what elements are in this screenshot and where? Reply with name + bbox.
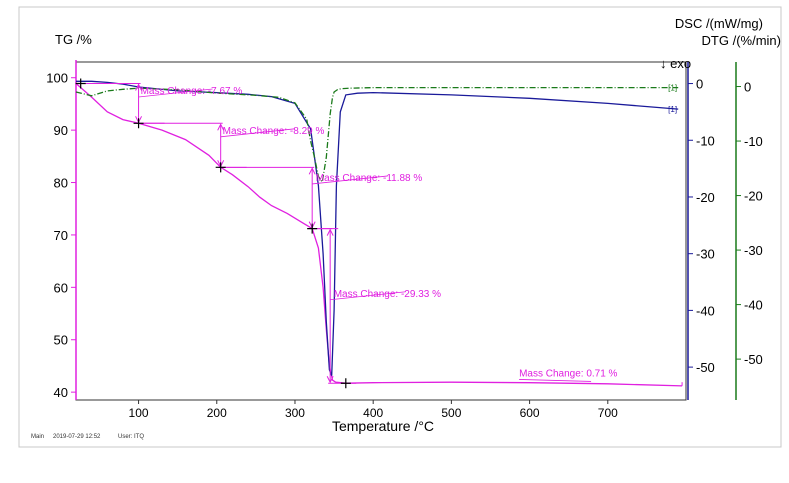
x-axis-title: Temperature /°C [332, 418, 434, 434]
annotation-layer: Mass Change: -7.67 %Mass Change: -8.29 %… [75, 78, 683, 389]
dtg-axis-title: DTG /(%/min) [702, 33, 781, 48]
tg-tick-label: 70 [54, 228, 68, 243]
tg-step-marker [215, 162, 226, 173]
mass-change-label: Mass Change: 0.71 % [519, 368, 617, 379]
plot-frame [75, 61, 687, 401]
mass-change-leader [519, 379, 592, 382]
tg-step-marker [307, 223, 318, 234]
tg-step-marker [133, 118, 144, 129]
dtg-tick-label: -30 [744, 243, 763, 258]
x-tick-label: 600 [520, 406, 540, 420]
mass-change-label: Mass Change: -11.88 % [316, 173, 423, 184]
footer-datetime: 2019-07-29 12:52 [53, 434, 101, 440]
tg-tick-label: 60 [54, 280, 68, 295]
dsc-tick-label: 0 [696, 77, 703, 92]
mass-change-leader [312, 175, 388, 185]
dtg-tick-label: -10 [744, 134, 763, 149]
dsc-tick-label: -30 [696, 247, 715, 262]
mass-change-leader [330, 291, 406, 301]
x-tick-label: 700 [598, 406, 618, 420]
series-tag-dtg: [1] [668, 84, 677, 93]
mass-change-leader [220, 128, 295, 138]
tg-tick-label: 90 [54, 123, 68, 138]
tg-tick-label: 50 [54, 333, 68, 348]
dtg-tick-label: -50 [744, 352, 763, 367]
dsc-tick-label: -50 [696, 360, 715, 375]
tg-tick-label: 80 [54, 176, 68, 191]
x-tick-label: 100 [129, 406, 149, 420]
mass-change-arrowhead [135, 83, 143, 91]
x-tick-label: 400 [363, 406, 383, 420]
tg-axis-title: TG /% [55, 32, 92, 47]
dsc-axis-title: DSC /(mW/mg) [675, 16, 763, 31]
dtg-tick-label: -40 [744, 298, 763, 313]
dsc-tick-label: -20 [696, 190, 715, 205]
tg-tick-label: 40 [54, 385, 68, 400]
footer-user: User: ITQ [118, 434, 144, 440]
tg-tick-label: 100 [46, 71, 68, 86]
tg-step-marker [340, 378, 351, 389]
x-tick-label: 500 [441, 406, 461, 420]
series-line-dtg [75, 86, 679, 184]
outer-frame [18, 6, 782, 448]
footer-main: Main [31, 434, 44, 440]
x-tick-label: 300 [285, 406, 305, 420]
dsc-tick-label: -10 [696, 133, 715, 148]
mass-change-arrowhead [308, 167, 316, 175]
series-line-dsc [76, 80, 679, 376]
exo-direction-label: ↓ exo [660, 56, 691, 71]
axes-layer: 100 200 300 400 500 600 700 40 50 60 70 80 90 100 0 -10… [46, 60, 763, 420]
x-tick-label: 200 [207, 406, 227, 420]
mass-change-arrowhead [326, 376, 334, 384]
series-tag-dsc: [1] [668, 105, 677, 114]
dtg-tick-label: 0 [744, 80, 751, 95]
mass-change-arrowhead [326, 228, 334, 236]
series-line-tg [75, 83, 683, 387]
tg-step-marker [75, 78, 86, 89]
mass-change-label: Mass Change: -29.33 % [334, 289, 441, 300]
dsc-tick-label: -40 [696, 303, 715, 318]
mass-change-arrowhead [217, 123, 225, 131]
series-layer: [1] [1] [75, 80, 683, 387]
dtg-tick-label: -20 [744, 189, 763, 204]
mass-change-leader [138, 88, 213, 98]
